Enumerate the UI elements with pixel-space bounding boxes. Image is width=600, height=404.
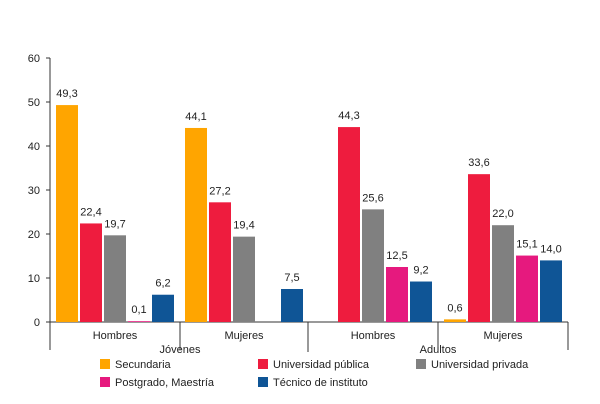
category-label: Mujeres bbox=[483, 330, 523, 342]
data-label: 0,1 bbox=[131, 304, 146, 316]
legend-item: Postgrado, Maestría bbox=[100, 377, 215, 389]
bar bbox=[516, 255, 538, 322]
category-label: Hombres bbox=[351, 330, 396, 342]
group-label: Jóvenes bbox=[160, 344, 201, 356]
data-label: 22,4 bbox=[80, 206, 101, 218]
data-label: 15,1 bbox=[516, 239, 537, 251]
y-tick-label: 10 bbox=[28, 273, 40, 285]
bar bbox=[152, 294, 174, 322]
bar bbox=[444, 319, 466, 322]
data-label: 25,6 bbox=[362, 192, 383, 204]
legend-label: Postgrado, Maestría bbox=[115, 377, 215, 389]
bar bbox=[386, 267, 408, 322]
y-tick-label: 20 bbox=[28, 229, 40, 241]
data-label: 7,5 bbox=[284, 272, 299, 284]
data-label: 19,4 bbox=[233, 220, 254, 232]
legend-swatch bbox=[258, 359, 268, 369]
bar bbox=[540, 260, 562, 322]
legend-item: Secundaria bbox=[100, 359, 172, 371]
category-label: Mujeres bbox=[224, 330, 264, 342]
legend-item: Universidad pública bbox=[258, 359, 370, 371]
bar bbox=[468, 174, 490, 322]
y-tick-label: 0 bbox=[34, 317, 40, 329]
data-label: 9,2 bbox=[413, 265, 428, 277]
data-label: 33,6 bbox=[468, 157, 489, 169]
axis-layer: 0 10 20 30 40 50 60 bbox=[28, 53, 569, 352]
y-tick-label: 60 bbox=[28, 53, 40, 65]
legend-item: Técnico de instituto bbox=[258, 377, 368, 389]
legend-label: Secundaria bbox=[115, 359, 172, 371]
data-label: 27,2 bbox=[209, 185, 230, 197]
bar bbox=[128, 321, 150, 322]
y-tick-label: 50 bbox=[28, 97, 40, 109]
legend-label: Universidad privada bbox=[431, 359, 529, 371]
bar bbox=[410, 281, 432, 322]
category-labels-layer: Hombres Mujeres Hombres Mujeres Jóvenes Adult… bbox=[93, 330, 523, 356]
data-label: 22,0 bbox=[492, 208, 513, 220]
y-tick-label: 40 bbox=[28, 141, 40, 153]
bar bbox=[185, 127, 207, 323]
legend-swatch bbox=[100, 359, 110, 369]
bar bbox=[281, 289, 303, 322]
group-label: Adultos bbox=[420, 344, 457, 356]
data-label: 49,3 bbox=[56, 88, 77, 100]
bar bbox=[56, 105, 78, 322]
bars-layer bbox=[56, 105, 562, 323]
data-labels-layer: 49,3 22,419,7 0,1 6,2 44,1 27,2 19,4 7,5 44,3 25,… bbox=[56, 88, 561, 316]
legend-label: Universidad pública bbox=[273, 359, 370, 371]
data-label: 44,3 bbox=[338, 110, 359, 122]
data-label: 6,2 bbox=[155, 278, 170, 290]
data-label: 19,7 bbox=[104, 218, 125, 230]
bar bbox=[362, 209, 384, 322]
legend-label: Técnico de instituto bbox=[273, 377, 368, 389]
y-tick-label: 30 bbox=[28, 185, 40, 197]
legend-swatch bbox=[100, 377, 110, 387]
bar bbox=[104, 235, 126, 322]
legend-item: Universidad privada bbox=[416, 359, 529, 371]
data-label: 12,5 bbox=[386, 250, 407, 262]
bar bbox=[233, 236, 255, 322]
data-label: 14,0 bbox=[540, 243, 561, 255]
legend: Secundaria Universidad pública Universidad… bbox=[100, 359, 529, 389]
data-label: 44,1 bbox=[185, 111, 206, 123]
bar bbox=[209, 202, 231, 322]
data-label: 0,6 bbox=[447, 302, 462, 314]
legend-swatch bbox=[258, 377, 268, 387]
category-label: Hombres bbox=[93, 330, 138, 342]
bar bbox=[80, 223, 102, 322]
legend-swatch bbox=[416, 359, 426, 369]
bar bbox=[492, 225, 514, 322]
bar bbox=[338, 127, 360, 322]
